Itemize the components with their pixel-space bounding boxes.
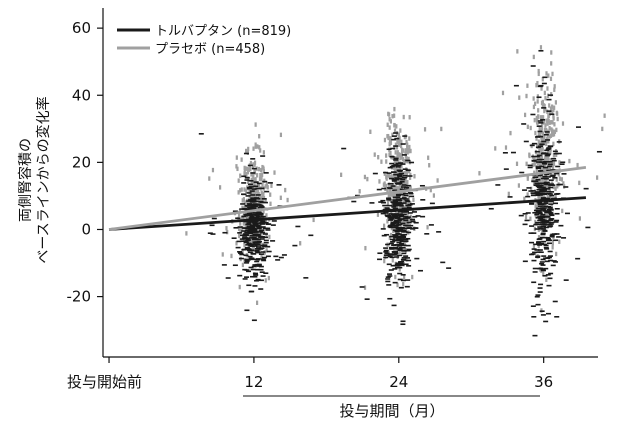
- trend-lines: [108, 166, 587, 231]
- y-tick-label: -20: [67, 288, 92, 306]
- y-tick-label: 0: [81, 220, 91, 238]
- y-tick-label: 20: [72, 153, 91, 171]
- x-ticks: 投与開始前 12 24 36: [67, 357, 553, 391]
- y-tick-label: 60: [72, 19, 91, 37]
- x-tick-label: 24: [389, 373, 408, 391]
- legend: トルバプタン (n=819) プラセボ (n=458): [117, 24, 291, 57]
- x-tick-label: 投与開始前: [67, 373, 142, 391]
- y-axis-label-line1: 両側腎容積の: [17, 138, 34, 222]
- y-ticks: -20 0 20 40 60: [67, 19, 103, 306]
- x-tick-label: 12: [244, 373, 263, 391]
- legend-label-placebo: プラセボ (n=458): [155, 42, 265, 57]
- x-tick-label: 36: [534, 373, 553, 391]
- trend-line: [108, 166, 587, 231]
- y-tick-label: 40: [72, 86, 91, 104]
- y-axis-label-line2: ベースラインからの変化率: [35, 96, 52, 263]
- legend-label-tolvaptan: トルバプタン (n=819): [155, 24, 291, 39]
- trend-line: [108, 196, 587, 231]
- x-axis-label: 投与期間（月）: [339, 402, 444, 420]
